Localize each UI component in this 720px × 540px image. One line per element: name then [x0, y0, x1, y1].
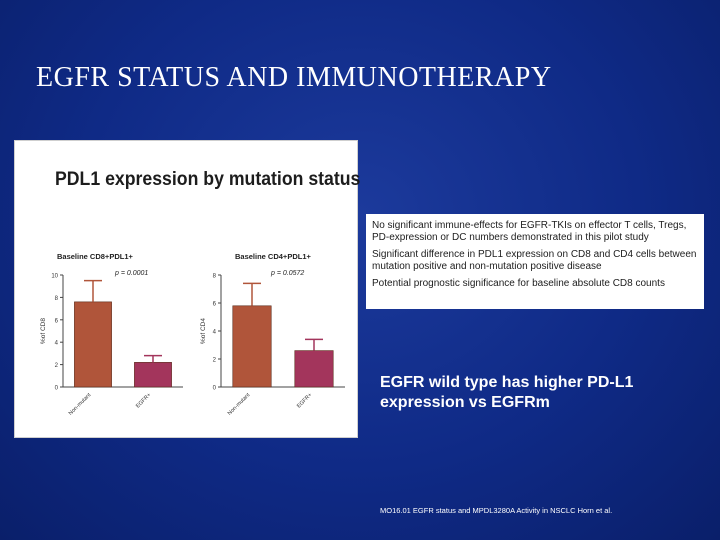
- bar: [74, 301, 112, 388]
- callout-text: EGFR wild type has higher PD-L1 expressi…: [380, 374, 634, 411]
- y-tick-label: 8: [55, 296, 59, 302]
- findings-box: No significant immune-effects for EGFR-T…: [366, 214, 704, 309]
- y-tick-label: 0: [55, 386, 59, 392]
- y-tick-label: 6: [55, 318, 59, 324]
- y-tick-label: 4: [55, 341, 59, 347]
- bar: [294, 350, 334, 388]
- bar-charts: Baseline CD8+PDL1+ p = 0.0001 0 2 4 6 8 10 %of C…: [40, 252, 345, 417]
- citation: MO16.01 EGFR status and MPDL3280A Activi…: [380, 506, 613, 515]
- category-label: EGFR+: [296, 392, 313, 409]
- y-axis-label: %of CD4: [200, 318, 207, 344]
- p-value-label: p = 0.0572: [270, 270, 304, 277]
- finding-item: Potential prognostic significance for ba…: [372, 278, 665, 289]
- y-tick-label: 4: [213, 330, 217, 336]
- figure-panel: PDL1 expression by mutation status Basel…: [14, 140, 361, 438]
- y-axis-label: %of CD8: [40, 318, 47, 344]
- p-value-label: p = 0.0001: [114, 270, 148, 277]
- y-tick-label: 0: [213, 386, 217, 392]
- y-tick-label: 6: [213, 302, 217, 308]
- finding-item: Significant difference in PDL1 expressio…: [372, 249, 697, 272]
- category-label: Non-mutant: [68, 392, 93, 417]
- y-tick-label: 2: [55, 363, 59, 369]
- finding-item: No significant immune-effects for EGFR-T…: [372, 220, 687, 243]
- bar: [232, 305, 272, 388]
- y-tick-label: 2: [213, 358, 217, 364]
- category-label: Non-mutant: [227, 392, 252, 417]
- y-tick-label: 8: [213, 274, 217, 280]
- chart-title: Baseline CD8+PDL1+: [57, 252, 133, 261]
- y-tick-label: 10: [51, 274, 58, 280]
- chart-title: Baseline CD4+PDL1+: [235, 252, 311, 261]
- bar: [134, 362, 172, 388]
- figure-title: PDL1 expression by mutation status: [55, 169, 361, 190]
- slide-title: EGFR STATUS AND IMMUNOTHERAPY: [36, 62, 552, 93]
- category-label: EGFR+: [135, 392, 152, 409]
